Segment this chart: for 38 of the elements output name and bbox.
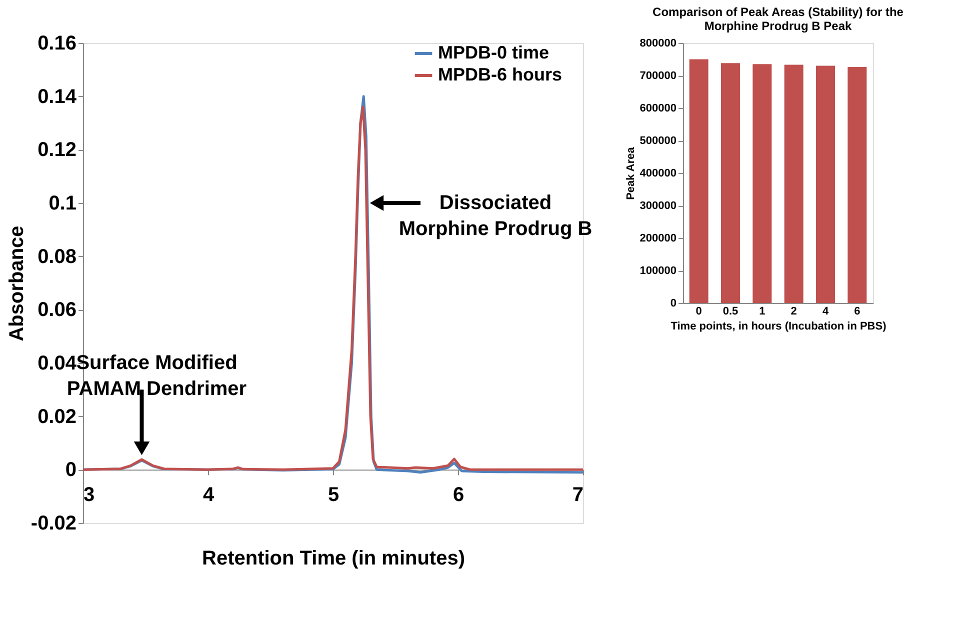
x-tick-label: 0 xyxy=(696,306,702,318)
y-tick-label: 200000 xyxy=(640,232,676,244)
x-tick-label: 1 xyxy=(759,306,766,318)
y-tick-label: 0.06 xyxy=(38,299,76,322)
y-tick-label: 0 xyxy=(670,298,676,310)
legend-label: MPDB-0 time xyxy=(438,42,550,62)
y-tick-label: 0.1 xyxy=(48,192,76,214)
y-axis-title: Absorbance xyxy=(6,226,28,342)
y-tick-label: 500000 xyxy=(640,135,676,147)
y-tick-label: 0.02 xyxy=(38,406,76,428)
x-tick-label: 3 xyxy=(84,484,95,506)
x-tick-label: 5 xyxy=(328,484,340,506)
y-tick-label: 100000 xyxy=(640,265,676,277)
y-tick-label: 700000 xyxy=(640,70,676,82)
y-tick-label: 0.04 xyxy=(38,352,78,374)
x-tick-label: 6 xyxy=(854,306,860,318)
y-tick-label: -0.02 xyxy=(30,512,76,534)
x-tick-label: 0.5 xyxy=(722,306,738,318)
y-tick-label: 0.08 xyxy=(38,246,76,268)
y-tick-label: 800000 xyxy=(640,38,676,50)
legend-label: MPDB-6 hours xyxy=(438,64,562,84)
x-tick-label: 6 xyxy=(452,484,464,506)
y-tick-label: 600000 xyxy=(640,102,676,114)
y-tick-label: 0 xyxy=(65,459,76,482)
x-tick-label: 7 xyxy=(572,484,584,506)
x-tick-label: 4 xyxy=(822,306,830,318)
y-tick-label: 400000 xyxy=(640,168,676,180)
x-tick-label: 4 xyxy=(202,484,215,506)
x-axis-title: Retention Time (in minutes) xyxy=(202,548,465,570)
annotation: Dissociated Morphine Prodrug B xyxy=(398,192,592,240)
y-tick-label: 0.16 xyxy=(38,32,76,54)
x-tick-label: 2 xyxy=(790,306,797,318)
y-axis-title: Peak Area xyxy=(624,146,637,200)
chart-title: Comparison of Peak Areas (Stability) for the Morphine Prodrug B Peak xyxy=(652,5,904,33)
y-tick-label: 0.14 xyxy=(38,86,78,108)
y-tick-label: 0.12 xyxy=(38,139,76,162)
y-tick-label: 300000 xyxy=(640,200,676,212)
x-axis-title: Time points, in hours (Incubation in PBS) xyxy=(670,320,887,332)
